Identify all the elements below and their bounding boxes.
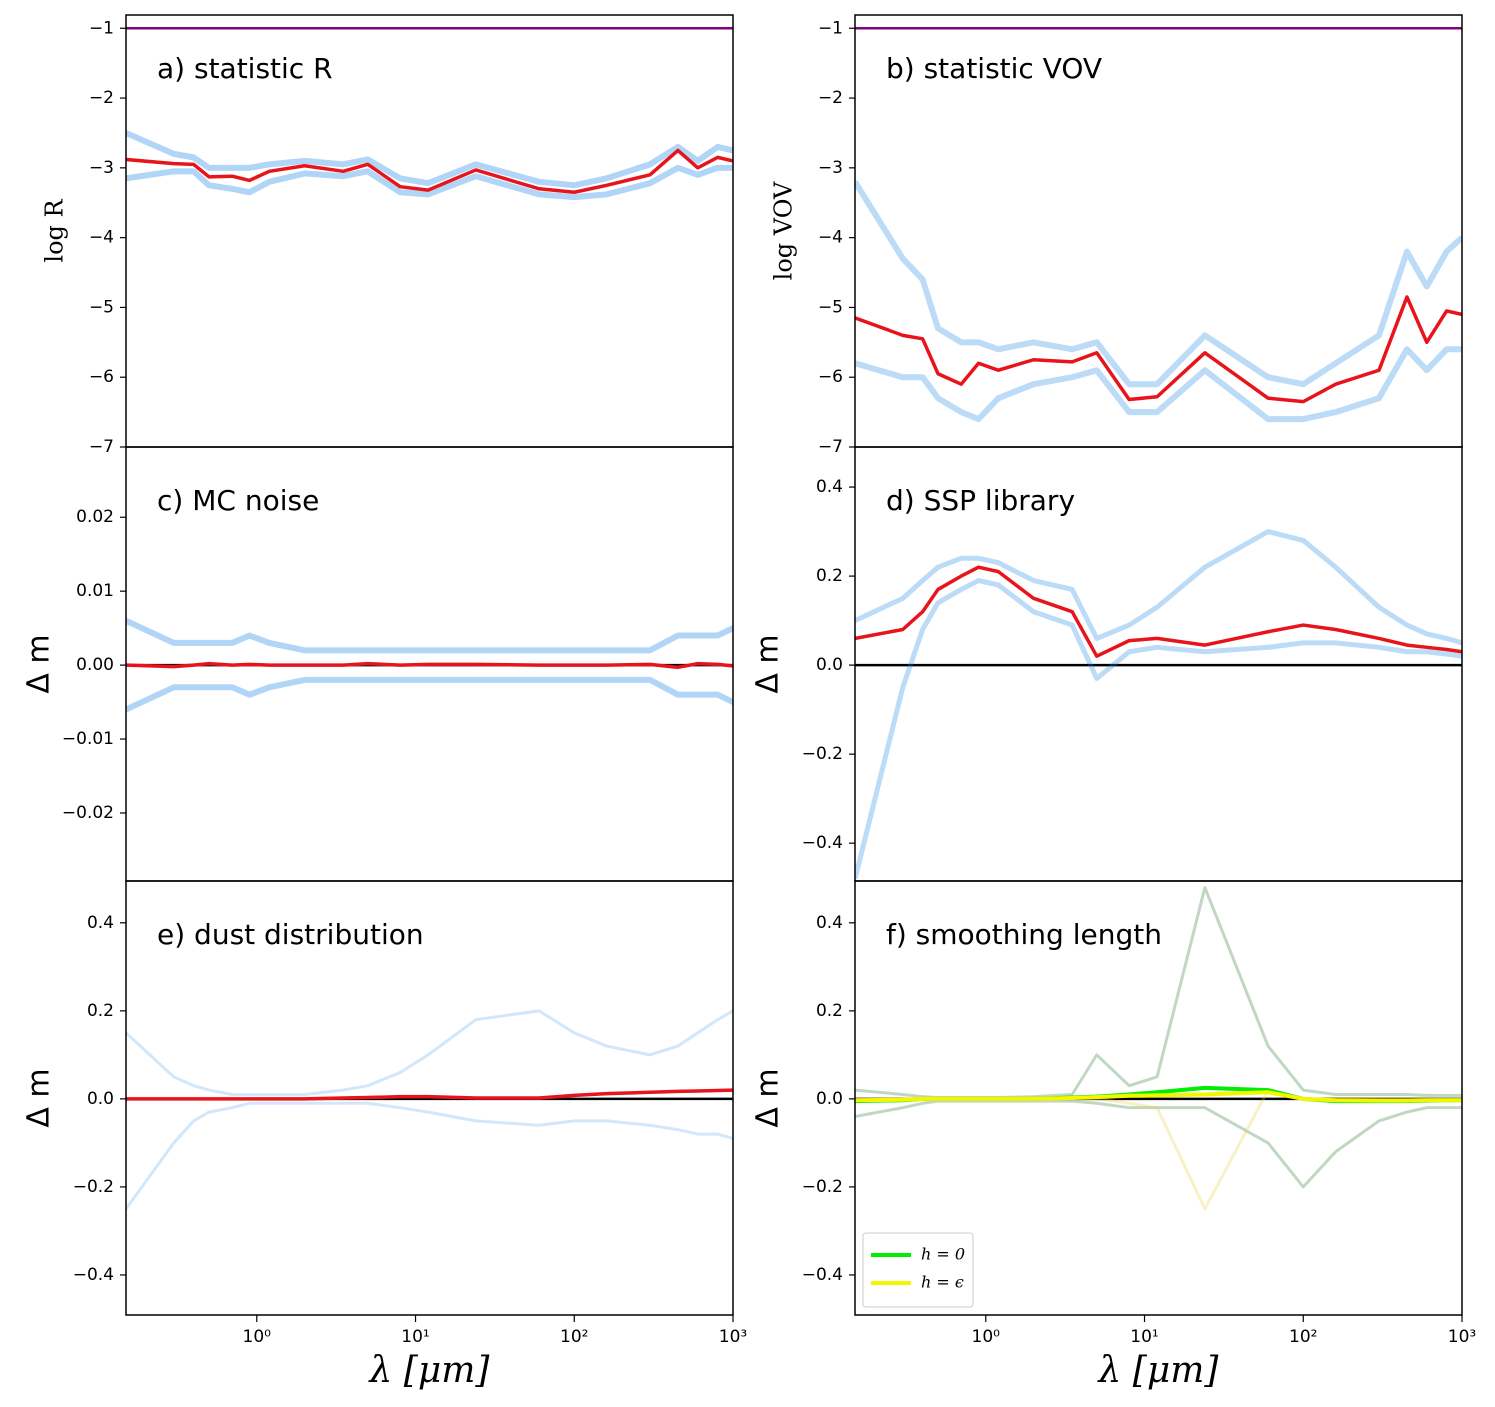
series-line: [855, 529, 1462, 646]
x-tick-label: 10³: [1448, 1327, 1476, 1347]
y-tick-label: 0.4: [816, 913, 843, 933]
y-axis-label: Δ m: [22, 1068, 57, 1127]
x-axis-label: λ [μm]: [368, 1350, 491, 1391]
series-line: [855, 1088, 1462, 1211]
y-tick-label: −0.02: [62, 803, 114, 823]
y-tick-label: −3: [818, 158, 843, 178]
series-line: [126, 618, 733, 654]
y-tick-label: 0.0: [816, 655, 843, 675]
panel-title: b) statistic VOV: [886, 52, 1102, 85]
plot-area: [126, 27, 733, 201]
y-tick-label: −5: [89, 297, 114, 317]
series-line: [126, 676, 733, 713]
y-tick-label: 0.4: [816, 477, 843, 497]
series-line: [855, 578, 1462, 880]
y-tick-label: −5: [818, 297, 843, 317]
y-tick-label: −0.4: [73, 1265, 114, 1285]
y-tick-label: 0.0: [87, 1089, 114, 1109]
y-tick-label: 0.00: [76, 655, 114, 675]
panel-title: f) smoothing length: [886, 918, 1162, 951]
y-tick-label: −0.01: [62, 729, 114, 749]
series-line: [126, 1009, 733, 1096]
plot-area: [855, 529, 1462, 880]
panel: −0.4 −0.2 0.0 0.2 0.4 d) SSP library Δ m: [751, 446, 1463, 882]
series-line: [126, 1088, 733, 1101]
y-tick-label: −3: [89, 158, 114, 178]
y-tick-label: −2: [89, 88, 114, 108]
axes-frame: [854, 880, 1463, 1316]
panel: −0.02 −0.01 0.00 0.01 0.02 c) MC noise Δ m: [22, 446, 734, 882]
panel: −0.4 −0.2 0.0 0.2 0.4 10⁰ 10¹ 10² 10³ e) dust dis…: [22, 880, 747, 1391]
panel-title: d) SSP library: [886, 484, 1075, 517]
plot-area: [126, 1009, 733, 1210]
x-axis-label: λ [μm]: [1097, 1350, 1220, 1391]
legend-label: h = 0: [921, 1245, 965, 1264]
series-line: [855, 1099, 1462, 1189]
y-tick-label: −4: [89, 228, 114, 248]
series-line: [855, 1090, 1462, 1103]
y-tick-label: −2: [818, 88, 843, 108]
y-tick-label: −0.2: [73, 1177, 114, 1197]
y-tick-label: 0.2: [87, 1001, 114, 1021]
y-axis-label: Δ m: [751, 1068, 786, 1127]
y-axis-label: Δ m: [751, 634, 786, 693]
y-axis-label: Δ m: [22, 634, 57, 693]
y-tick-label: −7: [89, 437, 114, 457]
plot-area: [855, 886, 1462, 1211]
series-line: [126, 148, 733, 195]
y-tick-label: −6: [89, 367, 114, 387]
panel: −7 −6 −5 −4 −3 −2 −1 a) statistic R log R: [41, 14, 734, 457]
x-tick-label: 10³: [719, 1327, 747, 1347]
y-tick-label: 0.2: [816, 1001, 843, 1021]
y-tick-label: 0.01: [76, 581, 114, 601]
series-line: [855, 180, 1462, 388]
y-tick-label: −1: [818, 18, 843, 38]
y-axis-label: log VOV: [770, 181, 798, 280]
series-line: [855, 346, 1462, 423]
series-line: [126, 1101, 733, 1210]
panel: −0.4 −0.2 0.0 0.2 0.4 10⁰ 10¹ 10² 10³ f) smoothin…: [751, 880, 1476, 1391]
y-tick-label: −6: [818, 367, 843, 387]
x-tick-label: 10¹: [1130, 1327, 1158, 1347]
panel-title: e) dust distribution: [157, 918, 424, 951]
panel-title: a) statistic R: [157, 52, 333, 85]
x-tick-label: 10¹: [401, 1327, 429, 1347]
y-tick-label: −1: [89, 18, 114, 38]
y-tick-label: −0.4: [802, 1265, 843, 1285]
x-tick-label: 10²: [560, 1327, 588, 1347]
series-line: [855, 565, 1462, 658]
series-line: [126, 661, 733, 670]
y-tick-label: −0.4: [802, 833, 843, 853]
series-line: [126, 164, 733, 201]
y-tick-label: 0.0: [816, 1089, 843, 1109]
series-line: [855, 295, 1462, 404]
y-tick-label: 0.02: [76, 507, 114, 527]
legend-label: h = ϵ: [921, 1273, 964, 1292]
y-tick-label: −4: [818, 228, 843, 248]
series-line: [126, 130, 733, 189]
panel-title: c) MC noise: [157, 484, 319, 517]
legend-box: [862, 1232, 974, 1308]
y-axis-label: log R: [41, 198, 69, 262]
y-tick-label: 0.4: [87, 913, 114, 933]
x-tick-label: 10⁰: [243, 1327, 272, 1347]
y-tick-label: −7: [818, 437, 843, 457]
y-tick-label: −0.2: [802, 1177, 843, 1197]
plot-area: [126, 618, 733, 713]
panel: −7 −6 −5 −4 −3 −2 −1 b) statistic VOV log VOV: [770, 14, 1463, 457]
axes-frame: [125, 880, 734, 1316]
x-tick-label: 10²: [1289, 1327, 1317, 1347]
x-tick-label: 10⁰: [972, 1327, 1001, 1347]
plot-area: [855, 27, 1462, 423]
y-tick-label: −0.2: [802, 744, 843, 764]
y-tick-label: 0.2: [816, 566, 843, 586]
